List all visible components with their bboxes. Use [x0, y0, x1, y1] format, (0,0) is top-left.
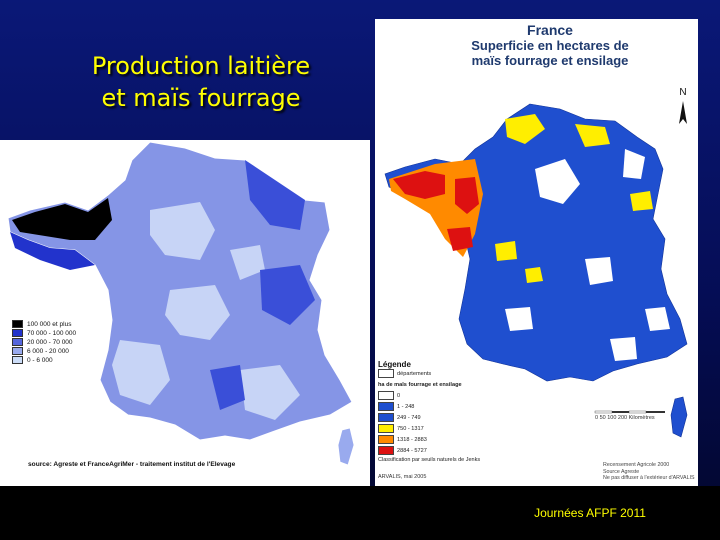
legend-item: 1 - 248 [378, 402, 518, 413]
census-line-2: Source Agreste [603, 468, 640, 475]
legend-note: Classification par seuils naturels de Je… [378, 457, 481, 463]
title-line-1: Production laitière [91, 52, 311, 80]
legend-label: 2884 - 5727 [397, 448, 427, 454]
census-line-3: Ne pas diffuser à l'extérieur d'ARVALIS [603, 475, 695, 481]
legend-label: 750 - 1317 [397, 426, 424, 432]
right-map-legend: Légende départements ha de maïs fourrage… [378, 360, 518, 464]
legend-label: 100 000 et plus [27, 321, 72, 328]
right-map-france-shape [384, 101, 688, 438]
legend-item: 1318 - 2883 [378, 435, 518, 446]
legend-swatch [378, 435, 394, 445]
legend-item: 0 [378, 391, 518, 402]
left-legend-item: 100 000 et plus [12, 320, 71, 329]
legend-label: 1318 - 2883 [397, 437, 427, 443]
left-map-france-shape [7, 141, 355, 466]
right-map-maize-area: France Superficie en hectares de maïs fo… [375, 19, 698, 486]
legend-label: 6 000 - 20 000 [27, 348, 69, 355]
legend-swatch [12, 347, 23, 356]
legend-label: 70 000 - 100 000 [27, 330, 77, 337]
legend-item: 750 - 1317 [378, 424, 518, 435]
left-map-dairy-production: 100 000 et plus 70 000 - 100 000 20 000 … [0, 140, 370, 486]
legend-item-dept: départements [378, 369, 518, 380]
legend-label: 0 [397, 393, 401, 399]
legend-swatch [12, 338, 23, 347]
legend-swatch [378, 402, 394, 412]
census-note: Recensement Agricole 2000 Source Agreste… [603, 462, 698, 482]
legend-swatch [378, 424, 394, 434]
legend-swatch [12, 329, 23, 338]
legend-swatch [378, 391, 394, 401]
legend-item: 249 - 749 [378, 413, 518, 424]
census-line-1: Recensement Agricole 2000 [603, 462, 670, 468]
right-map-title: France Superficie en hectares de maïs fo… [450, 22, 650, 69]
left-legend-item: 70 000 - 100 000 [12, 329, 76, 338]
left-map-source: source: Agreste et FranceAgriMer - trait… [28, 461, 236, 468]
legend-swatch [378, 446, 394, 456]
legend-swatch [378, 413, 394, 423]
legend-item: 2884 - 5727 [378, 446, 518, 457]
legend-label: 20 000 - 70 000 [27, 339, 73, 346]
scale-label: 0 50 100 200 Kilomètres [595, 415, 655, 421]
left-legend-item: 0 - 6 000 [12, 356, 53, 365]
slide-footer: Journées AFPF 2011 [534, 506, 646, 520]
north-label: N [679, 87, 687, 98]
legend-heading: Légende [378, 360, 411, 369]
legend-label: 1 - 248 [397, 404, 415, 410]
legend-label: départements [397, 371, 432, 377]
slide-title: Production laitière et maïs fourrage [56, 50, 346, 114]
bottom-band [0, 486, 720, 540]
legend-label: 0 - 6 000 [27, 357, 53, 364]
map-credit: ARVALIS, mai 2005 [378, 474, 427, 480]
legend-swatch [378, 369, 394, 379]
right-map-title-country: France [527, 22, 573, 38]
legend-swatch [12, 356, 23, 365]
right-map-title-line-2: maïs fourrage et ensilage [471, 53, 629, 68]
right-map-title-line-1: Superficie en hectares de [471, 38, 629, 53]
legend-label: 249 - 749 [397, 415, 421, 421]
title-line-2: et maïs fourrage [101, 84, 301, 112]
left-legend-item: 6 000 - 20 000 [12, 347, 69, 356]
legend-subtitle: ha de maïs fourrage et ensilage [378, 382, 462, 388]
legend-swatch [12, 320, 23, 329]
left-legend-item: 20 000 - 70 000 [12, 338, 73, 347]
